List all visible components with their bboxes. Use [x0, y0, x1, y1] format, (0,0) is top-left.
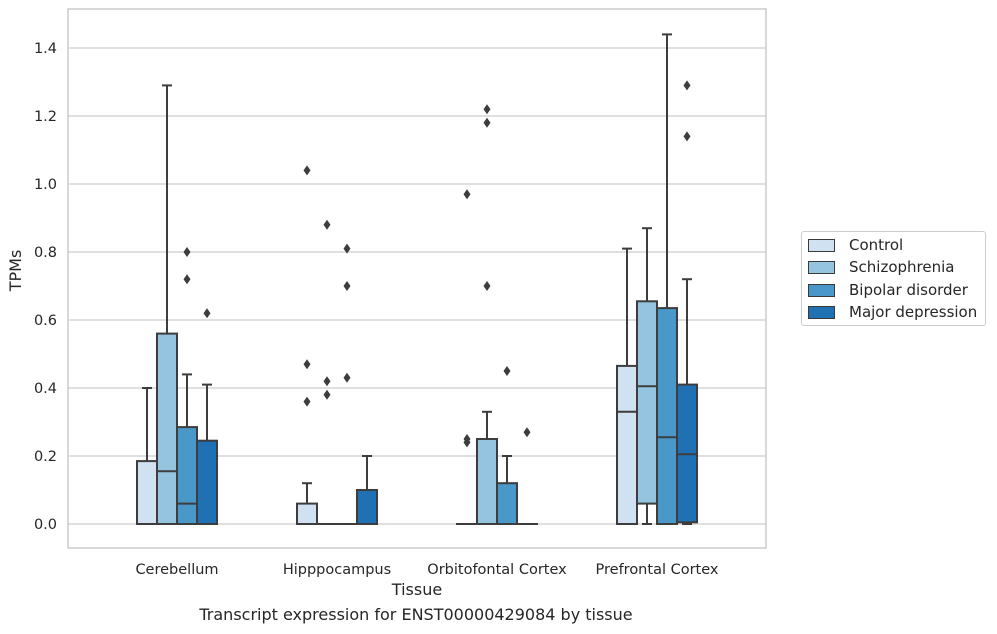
outlier-point: [683, 131, 691, 142]
box-body: [176, 426, 198, 526]
box-schizophrenia-prefrontal-cortex: [636, 227, 658, 525]
outlier-point: [523, 427, 531, 438]
box-control-hipppocampus: [296, 165, 318, 526]
box-body: [296, 502, 318, 526]
box-control-prefrontal-cortex: [616, 247, 638, 525]
outlier-point: [503, 366, 511, 376]
y-tick-label: 1.2: [34, 109, 57, 125]
outlier-point: [323, 389, 331, 400]
x-tick-label: Hipppocampus: [283, 562, 391, 578]
y-tick-label: 0.6: [34, 313, 57, 329]
outlier-point: [683, 80, 691, 91]
outlier-point: [483, 281, 491, 291]
y-tick-labels: 0.0 0.2 0.4 0.6 0.8 1.0 1.2 1.4: [34, 41, 57, 533]
box-body: [636, 300, 658, 505]
box-schizophrenia-hipppocampus: [316, 219, 338, 526]
outlier-point: [303, 359, 311, 370]
y-tick-label: 1.0: [34, 177, 57, 193]
x-tick-label: Cerebellum: [135, 562, 218, 578]
outlier-point: [303, 165, 311, 176]
y-tick-label: 0.8: [34, 245, 57, 261]
box-body: [196, 439, 218, 526]
outlier-point: [483, 117, 491, 128]
outlier-point: [343, 243, 351, 254]
outlier-point: [183, 247, 191, 257]
outlier-point: [343, 372, 351, 383]
box-bipolar-disorder-prefrontal-cortex: [656, 33, 678, 525]
box-major-depression-hipppocampus: [356, 455, 378, 525]
legend-swatch-control: [808, 238, 835, 252]
box-major-depression-cerebellum: [196, 308, 218, 526]
plot-area-frame: [67, 8, 767, 549]
legend-item-control: Control: [808, 235, 903, 255]
legend-label-control: Control: [849, 236, 904, 254]
outlier-point: [343, 281, 351, 291]
box-schizophrenia-cerebellum: [156, 84, 178, 525]
boxes: [136, 33, 698, 526]
legend: Control Schizophrenia Bipolar disorder M…: [801, 231, 986, 326]
box-major-depression-prefrontal-cortex: [676, 80, 698, 525]
outlier-point: [323, 219, 331, 230]
box-major-depression-orbitofontal-cortex: [516, 427, 538, 526]
x-tick-label: Orbitofontal Cortex: [427, 562, 567, 578]
box-schizophrenia-orbitofontal-cortex: [476, 104, 498, 525]
box-bipolar-disorder-hipppocampus: [336, 243, 358, 526]
y-axis-title: TPMs: [6, 250, 25, 293]
outlier-point: [483, 104, 491, 115]
legend-item-schizophrenia: Schizophrenia: [808, 257, 954, 277]
outlier-point: [183, 274, 191, 285]
y-tick-label: 0.4: [34, 381, 57, 397]
box-bipolar-disorder-cerebellum: [176, 247, 198, 526]
x-axis-title: Tissue: [391, 580, 442, 599]
x-tick-label: Prefrontal Cortex: [596, 562, 719, 578]
legend-label-bipolar-disorder: Bipolar disorder: [849, 281, 968, 299]
y-tick-label: 1.4: [34, 41, 57, 57]
box-body: [656, 307, 678, 525]
outlier-point: [323, 376, 331, 387]
box-body: [496, 482, 518, 526]
outlier-point: [463, 437, 471, 448]
outlier-point: [203, 308, 211, 319]
y-tick-label: 0.2: [34, 449, 57, 465]
outlier-point: [303, 396, 311, 407]
box-body: [136, 460, 158, 526]
box-body: [476, 438, 498, 525]
outlier-point: [463, 189, 471, 200]
legend-swatch-major-depression: [808, 305, 835, 319]
y-tick-label: 0.0: [34, 517, 57, 533]
legend-label-schizophrenia: Schizophrenia: [849, 258, 955, 276]
box-body: [156, 332, 178, 525]
legend-label-major-depression: Major depression: [849, 303, 978, 321]
box-bipolar-disorder-orbitofontal-cortex: [496, 366, 518, 526]
x-tick-labels: Cerebellum Hipppocampus Orbitofontal Corte…: [135, 562, 718, 578]
legend-swatch-bipolar-disorder: [808, 283, 835, 297]
box-body: [616, 364, 638, 525]
figure-caption: Transcript expression for ENST0000042908…: [199, 605, 633, 624]
box-control-orbitofontal-cortex: [456, 189, 478, 526]
box-body: [356, 489, 378, 525]
legend-item-bipolar-disorder: Bipolar disorder: [808, 280, 968, 300]
legend-swatch-schizophrenia: [808, 260, 835, 274]
legend-item-major-depression: Major depression: [808, 302, 977, 322]
